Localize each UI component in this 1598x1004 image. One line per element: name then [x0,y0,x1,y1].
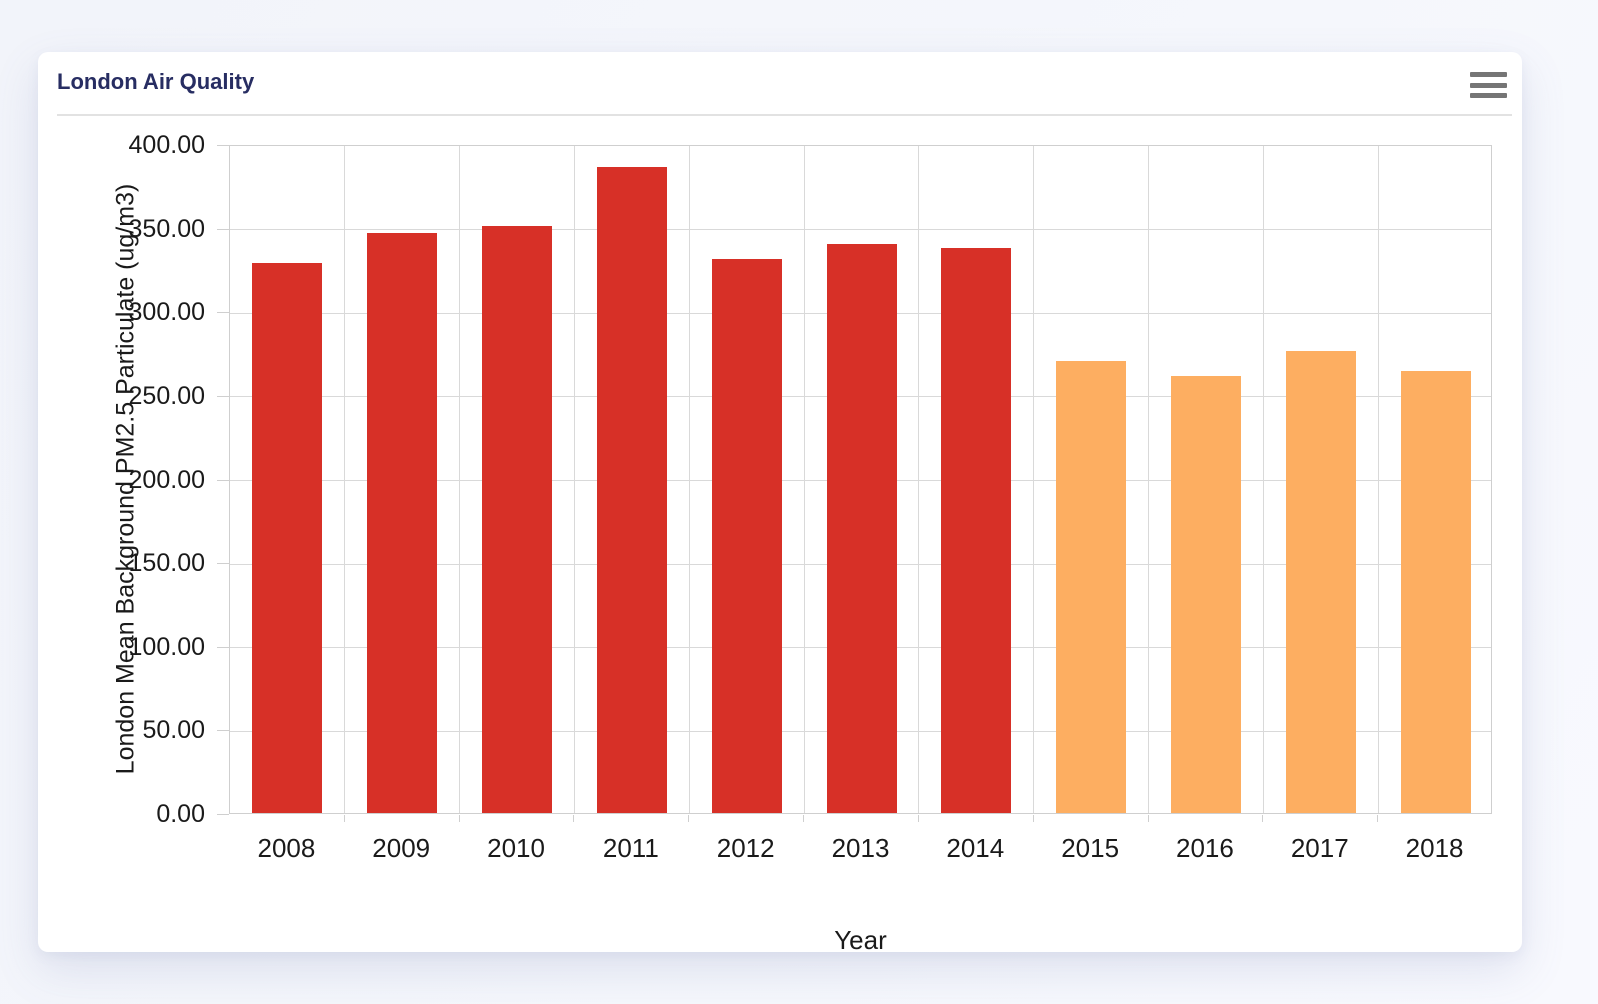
y-tick-mark [217,563,229,565]
x-tick-label: 2008 [257,833,316,863]
x-tick-label: 2011 [602,833,659,863]
x-tick-mark [1377,815,1379,822]
bar-2017[interactable] [1285,351,1356,813]
y-tick-label: 50.00 [142,716,205,745]
y-tick-mark [217,312,229,314]
bar-2014[interactable] [941,247,1012,813]
x-axis-title: Year [834,925,887,955]
y-tick-mark [217,228,229,230]
y-gridline [230,229,1491,231]
y-tick-label: 300.00 [128,298,205,327]
x-tick-label: 2016 [1176,833,1234,863]
bar-2015[interactable] [1056,361,1127,813]
x-gridline [344,146,346,813]
y-tick-label: 100.00 [128,632,205,661]
x-tick-mark [1147,815,1149,822]
y-tick-mark [217,145,229,146]
x-tick-label: 2010 [487,833,545,863]
menu-bar [1470,93,1507,98]
bar-2013[interactable] [826,244,897,813]
page-title: London Air Quality [57,69,255,94]
x-tick-mark [688,815,690,822]
y-tick-label: 250.00 [128,381,205,410]
x-tick-mark [803,815,805,822]
bar-2008[interactable] [252,262,323,813]
x-tick-mark [917,815,919,822]
y-tick-mark [217,395,229,397]
x-tick-mark [343,815,345,822]
chart-area: London Mean Background PM2.5 Particulate… [38,52,1522,955]
x-tick-label: 2009 [372,833,431,863]
bar-2009[interactable] [367,232,438,813]
x-gridline [1148,146,1150,813]
plot-area [229,145,1492,814]
y-tick-label: 200.00 [128,465,205,494]
x-tick-mark [1262,815,1264,822]
bar-2011[interactable] [596,167,667,813]
menu-bar [1470,72,1507,77]
bar-2016[interactable] [1170,376,1241,813]
chart-card: London Air Quality London Mean Backgroun… [38,52,1522,955]
y-tick-label: 150.00 [128,549,205,578]
x-gridline [918,146,920,813]
y-tick-label: 0.00 [156,800,205,828]
menu-bar [1470,82,1507,88]
bar-2012[interactable] [711,259,782,813]
x-tick-label: 2017 [1290,833,1349,863]
x-tick-label: 2013 [831,833,890,863]
card-header: London Air Quality [38,52,1522,116]
x-tick-mark [573,815,575,822]
bar-2010[interactable] [482,225,553,813]
y-tick-mark [217,814,229,815]
bar-2018[interactable] [1400,371,1471,813]
y-tick-mark [217,479,229,481]
y-tick-label: 350.00 [128,214,205,243]
y-tick-mark [217,730,229,732]
y-tick-mark [217,646,229,648]
x-tick-label: 2018 [1405,833,1464,863]
hamburger-menu-icon[interactable] [1470,72,1508,98]
header-divider [57,114,1512,116]
x-tick-label: 2012 [716,833,775,863]
x-tick-mark [458,815,460,822]
x-gridline [573,146,575,813]
x-gridline [803,146,805,813]
x-gridline [1033,146,1035,813]
x-tick-mark [1032,815,1034,822]
y-tick-label: 400.00 [128,131,205,159]
x-gridline [1262,146,1264,813]
x-gridline [688,146,690,813]
x-tick-label: 2015 [1061,833,1120,863]
x-gridline [459,146,461,813]
x-tick-label: 2014 [946,833,1005,863]
x-gridline [1377,146,1379,813]
